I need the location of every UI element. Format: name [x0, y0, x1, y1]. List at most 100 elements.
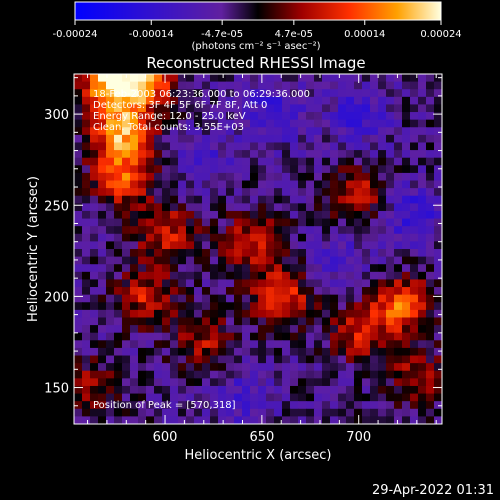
heatmap-cell: [74, 370, 83, 379]
heatmap-cell: [82, 401, 91, 410]
heatmap-cell: [130, 325, 139, 334]
heatmap-cell: [234, 127, 243, 136]
heatmap-cell: [122, 256, 131, 265]
heatmap-cell: [234, 188, 243, 197]
heatmap-cell: [298, 416, 307, 424]
heatmap-cell: [314, 249, 323, 258]
heatmap-cell: [122, 378, 131, 387]
heatmap-cell: [410, 317, 419, 326]
heatmap-cell: [402, 340, 411, 349]
heatmap-cell: [162, 96, 171, 105]
heatmap-cell: [178, 256, 187, 265]
heatmap-cell: [194, 188, 203, 197]
heatmap-cell: [266, 195, 275, 204]
heatmap-cell: [226, 370, 235, 379]
heatmap-cell: [314, 287, 323, 296]
heatmap-cell: [194, 134, 203, 143]
heatmap-cell: [226, 203, 235, 212]
heatmap-cell: [122, 385, 131, 395]
heatmap-cell: [114, 142, 123, 151]
heatmap-cell: [202, 317, 211, 326]
heatmap-cell: [138, 370, 147, 379]
heatmap-cell: [314, 279, 323, 288]
heatmap-cell: [418, 195, 427, 204]
heatmap-cell: [330, 385, 339, 395]
heatmap-cell: [98, 180, 107, 189]
heatmap-cell: [394, 119, 403, 128]
heatmap-cell: [346, 218, 355, 227]
heatmap-cell: [418, 104, 427, 113]
heatmap-cell: [122, 279, 131, 288]
heatmap-cell: [434, 401, 442, 410]
heatmap-cell: [282, 325, 291, 334]
heatmap-cell: [362, 180, 371, 189]
heatmap-cell: [130, 309, 139, 318]
heatmap-cell: [242, 340, 251, 349]
heatmap-cell: [114, 74, 123, 83]
heatmap-cell: [322, 294, 331, 303]
heatmap-cell: [138, 271, 147, 280]
heatmap-cell: [154, 226, 163, 235]
heatmap-cell: [170, 347, 179, 357]
heatmap-cell: [90, 309, 99, 318]
heatmap-cell: [242, 332, 251, 341]
heatmap-cell: [306, 96, 315, 105]
heatmap-cell: [178, 340, 187, 349]
heatmap-cell: [194, 241, 203, 250]
heatmap-cell: [226, 249, 235, 258]
heatmap-cell: [218, 180, 227, 189]
heatmap-cell: [154, 287, 163, 296]
heatmap-cell: [410, 302, 419, 311]
heatmap-cell: [242, 294, 251, 303]
heatmap-cell: [354, 340, 363, 349]
heatmap-cell: [186, 89, 195, 98]
heatmap-cell: [354, 218, 363, 227]
heatmap-cell: [106, 249, 115, 258]
heatmap-cell: [402, 218, 411, 227]
heatmap-cell: [258, 363, 267, 372]
heatmap-cell: [178, 408, 187, 417]
heatmap-cell: [282, 309, 291, 318]
heatmap-cell: [322, 279, 331, 288]
heatmap-cell: [162, 363, 171, 372]
heatmap-cell: [194, 150, 203, 159]
heatmap-cell: [410, 210, 419, 220]
heatmap-cell: [298, 264, 307, 273]
heatmap-cell: [266, 317, 275, 326]
heatmap-cell: [82, 249, 91, 258]
heatmap-cell: [378, 150, 387, 159]
heatmap-cell: [226, 294, 235, 303]
heatmap-cell: [418, 393, 427, 402]
heatmap-cell: [298, 378, 307, 387]
heatmap-cell: [82, 218, 91, 227]
colorbar-ticks: -0.00024 -0.00014 -4.7e-05 4.7e-05 0.00014 0.…: [53, 20, 462, 40]
heatmap-cell: [98, 172, 107, 182]
heatmap-cell: [370, 271, 379, 280]
heatmap-cell: [250, 264, 259, 273]
heatmap-cell: [394, 210, 403, 220]
heatmap-cell: [362, 294, 371, 303]
heatmap-cell: [250, 203, 259, 212]
heatmap-cell: [162, 195, 171, 204]
heatmap-cell: [346, 401, 355, 410]
heatmap-cell: [226, 385, 235, 395]
heatmap-cell: [306, 294, 315, 303]
heatmap-cell: [306, 119, 315, 128]
heatmap-cell: [258, 332, 267, 341]
heatmap-cell: [418, 279, 427, 288]
heatmap-cell: [226, 378, 235, 387]
heatmap-cell: [434, 279, 442, 288]
heatmap-cell: [346, 271, 355, 280]
heatmap-cell: [402, 104, 411, 113]
heatmap-cell: [178, 385, 187, 395]
heatmap-cell: [194, 81, 203, 90]
heatmap-cell: [162, 226, 171, 235]
heatmap-cell: [154, 89, 163, 98]
heatmap-cell: [210, 271, 219, 280]
heatmap-cell: [386, 226, 395, 235]
heatmap-cell: [162, 150, 171, 159]
heatmap-cell: [402, 119, 411, 128]
heatmap-cell: [394, 134, 403, 143]
heatmap-cell: [170, 287, 179, 296]
heatmap-cell: [394, 302, 403, 311]
